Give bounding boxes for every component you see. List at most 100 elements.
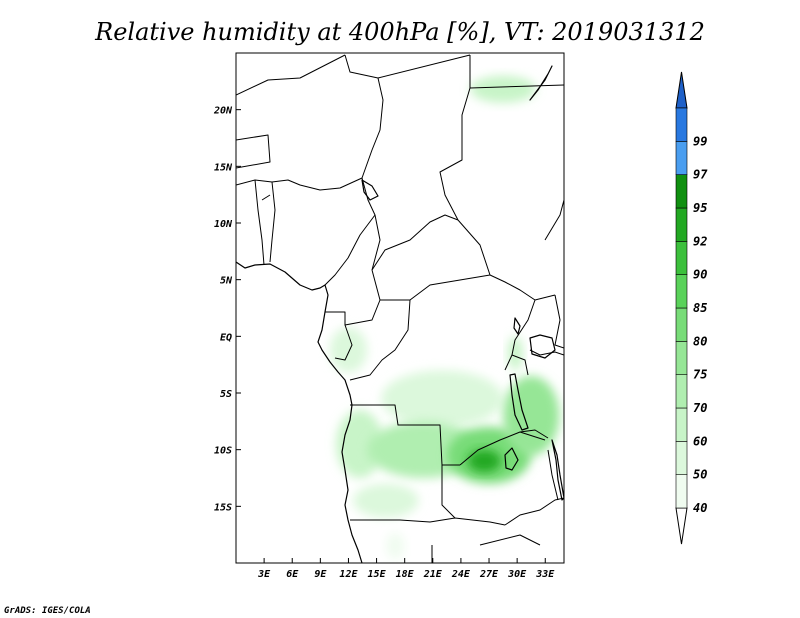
grads-credit: GrADS: IGES/COLA — [4, 606, 91, 616]
colorbar-swatch — [675, 274, 688, 309]
border-chad-nigeria — [361, 177, 381, 271]
y-tick-label: 5N — [220, 276, 233, 287]
border-sudan-east — [544, 199, 564, 241]
border-drc-uganda — [504, 299, 536, 371]
colorbar-label: 85 — [693, 301, 707, 315]
map-title: Relative humidity at 400hPa [%], VT: 201… — [94, 18, 705, 46]
y-axis: 20N 15N 10N 5N EQ 5S 10S 15S — [213, 106, 241, 513]
colorbar: 40 50 60 70 75 80 85 90 92 95 97 99 — [675, 71, 708, 545]
colorbar-swatch — [675, 241, 688, 275]
coastline — [236, 65, 564, 563]
y-tick-label: EQ — [220, 332, 232, 343]
border-gabon-congo — [334, 324, 353, 361]
humidity-patch-lake-region — [503, 376, 560, 456]
colorbar-label: 60 — [693, 434, 707, 448]
y-tick-label: 10N — [214, 219, 233, 230]
colorbar-swatch — [675, 307, 688, 342]
y-tick-label: 15N — [214, 162, 233, 173]
border-car-drc — [371, 269, 491, 301]
x-tick-label: 9E — [314, 569, 327, 580]
x-tick-label: 24E — [451, 569, 471, 580]
x-tick-label: 6E — [286, 569, 299, 580]
coastline-lake-chad — [361, 179, 379, 201]
border-niger-south — [236, 177, 363, 191]
humidity-patch-gabon-coast — [329, 327, 368, 373]
border-nigeria-west — [269, 181, 276, 263]
x-tick-label: 21E — [423, 569, 443, 580]
colorbar-label: 95 — [693, 201, 707, 215]
y-tick-label: 15S — [214, 502, 232, 513]
border-tanzania — [529, 349, 564, 356]
x-tick-label: 30E — [507, 569, 527, 580]
x-tick-label: 27E — [479, 569, 499, 580]
border-drc-zambia — [459, 431, 546, 466]
colorbar-swatch — [675, 107, 688, 142]
colorbar-label: 50 — [693, 468, 707, 482]
y-tick-label: 20N — [213, 106, 233, 117]
border-tanzania-zambia — [519, 429, 549, 439]
humidity-patch-congo-south-band — [381, 370, 504, 427]
border-botswana-zimbabwe — [479, 534, 541, 546]
border-zambia-zimbabwe — [504, 497, 564, 526]
colorbar-label: 70 — [693, 401, 707, 415]
coastline-lake-albert — [513, 317, 521, 335]
colorbar-swatch — [675, 374, 688, 409]
colorbar-label: 75 — [693, 368, 707, 382]
border-drc-angola — [350, 404, 460, 466]
coastline-lake-tanganyika — [509, 373, 529, 431]
map-frame — [235, 52, 565, 564]
colorbar-swatch — [675, 341, 688, 375]
border-angola-zambia — [441, 465, 456, 519]
border-cameroon-gabon — [325, 299, 381, 326]
x-tick-label: 18E — [396, 569, 415, 580]
humidity-patch-northeast-band — [470, 75, 536, 103]
border-nigeria-cameroon — [324, 214, 376, 286]
colorbar-swatch — [675, 207, 688, 242]
border-uganda-kenya — [554, 294, 564, 349]
x-tick-label: 12E — [339, 569, 358, 580]
humidity-field — [329, 75, 560, 560]
colorbar-label: 99 — [693, 134, 707, 148]
humidity-patch-angola-south — [353, 483, 419, 518]
border-malawi — [547, 449, 559, 501]
humidity-patch-namibia-north — [385, 532, 405, 560]
colorbar-swatch — [675, 407, 688, 442]
country-borders — [236, 54, 564, 563]
coastline-lake-malawi — [551, 439, 564, 501]
x-axis: 3E 6E 9E 12E 15E 18E 21E 24E 27E 30E 33E — [257, 558, 555, 580]
colorbar-swatch — [675, 441, 688, 475]
border-egypt-sudan — [469, 84, 564, 89]
border-ghana-togo — [254, 179, 265, 266]
colorbar-label: 90 — [693, 268, 707, 282]
x-tick-label: 3E — [257, 569, 271, 580]
colorbar-top-arrow — [675, 71, 688, 109]
border-benin — [261, 194, 271, 201]
colorbar-label: 80 — [693, 334, 707, 348]
y-tick-label: 10S — [214, 446, 232, 457]
border-libya-egypt — [439, 55, 471, 221]
coastline-lake-mweru — [504, 447, 519, 471]
humidity-patch-uganda-west — [507, 336, 523, 371]
coastline-lake-victoria — [529, 334, 556, 359]
border-algeria-libya — [344, 54, 384, 179]
colorbar-label: 40 — [693, 501, 707, 515]
humidity-patch-katanga-core — [467, 449, 502, 473]
coastline-red-sea — [529, 65, 553, 101]
x-tick-label: 15E — [368, 569, 387, 580]
colorbar-swatch — [675, 174, 688, 209]
border-libya-chad — [377, 54, 471, 79]
colorbar-label: 97 — [693, 168, 708, 182]
colorbar-label: 92 — [693, 234, 707, 248]
border-mali-niger — [236, 134, 271, 169]
border-congo-drc — [349, 299, 411, 381]
border-mali-algeria — [236, 54, 346, 96]
x-tick-label: 33E — [535, 569, 555, 580]
colorbar-bottom-arrow — [675, 507, 688, 545]
y-tick-label: 5S — [220, 389, 232, 400]
border-sudan-south — [457, 219, 556, 301]
colorbar-swatch — [675, 474, 688, 509]
border-rwanda-burundi — [511, 354, 529, 376]
coastline-gulf-of-guinea — [236, 261, 363, 563]
colorbar-swatch — [675, 141, 688, 175]
